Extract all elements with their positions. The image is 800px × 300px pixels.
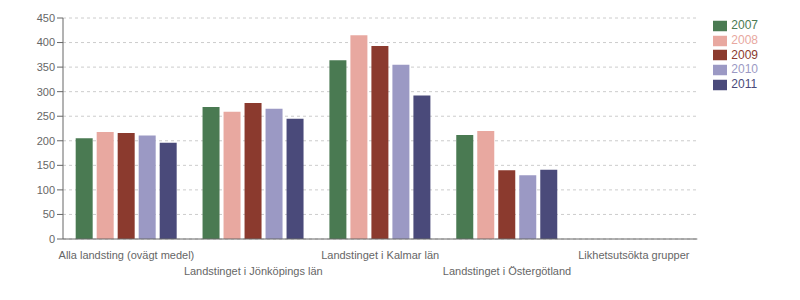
svg-text:Landstinget i Jönköpings län: Landstinget i Jönköpings län xyxy=(184,265,323,277)
html-text:2011: 2011 xyxy=(731,77,758,92)
svg-text:150: 150 xyxy=(37,159,55,171)
svg-text:200: 200 xyxy=(37,135,55,147)
svg-text:Likhetsutsökta grupper: Likhetsutsökta grupper xyxy=(578,249,690,261)
svg-text:50: 50 xyxy=(43,208,55,220)
svg-text:0: 0 xyxy=(49,233,55,245)
svg-text:Alla landsting (ovägt medel): Alla landsting (ovägt medel) xyxy=(59,249,195,261)
html-text:2008: 2008 xyxy=(731,32,758,47)
html-text:2009: 2009 xyxy=(731,47,758,62)
html-text:2007: 2007 xyxy=(731,18,758,32)
svg-text:350: 350 xyxy=(37,61,55,73)
svg-text:Landstinget i Östergötland: Landstinget i Östergötland xyxy=(443,265,571,277)
svg-text:250: 250 xyxy=(37,110,55,122)
svg-text:300: 300 xyxy=(37,86,55,98)
svg-text:450: 450 xyxy=(37,12,55,24)
html-text:2010: 2010 xyxy=(731,62,758,77)
svg-text:Landstinget i Kalmar län: Landstinget i Kalmar län xyxy=(321,249,439,261)
svg-text:100: 100 xyxy=(37,184,55,196)
svg-text:400: 400 xyxy=(37,36,55,48)
